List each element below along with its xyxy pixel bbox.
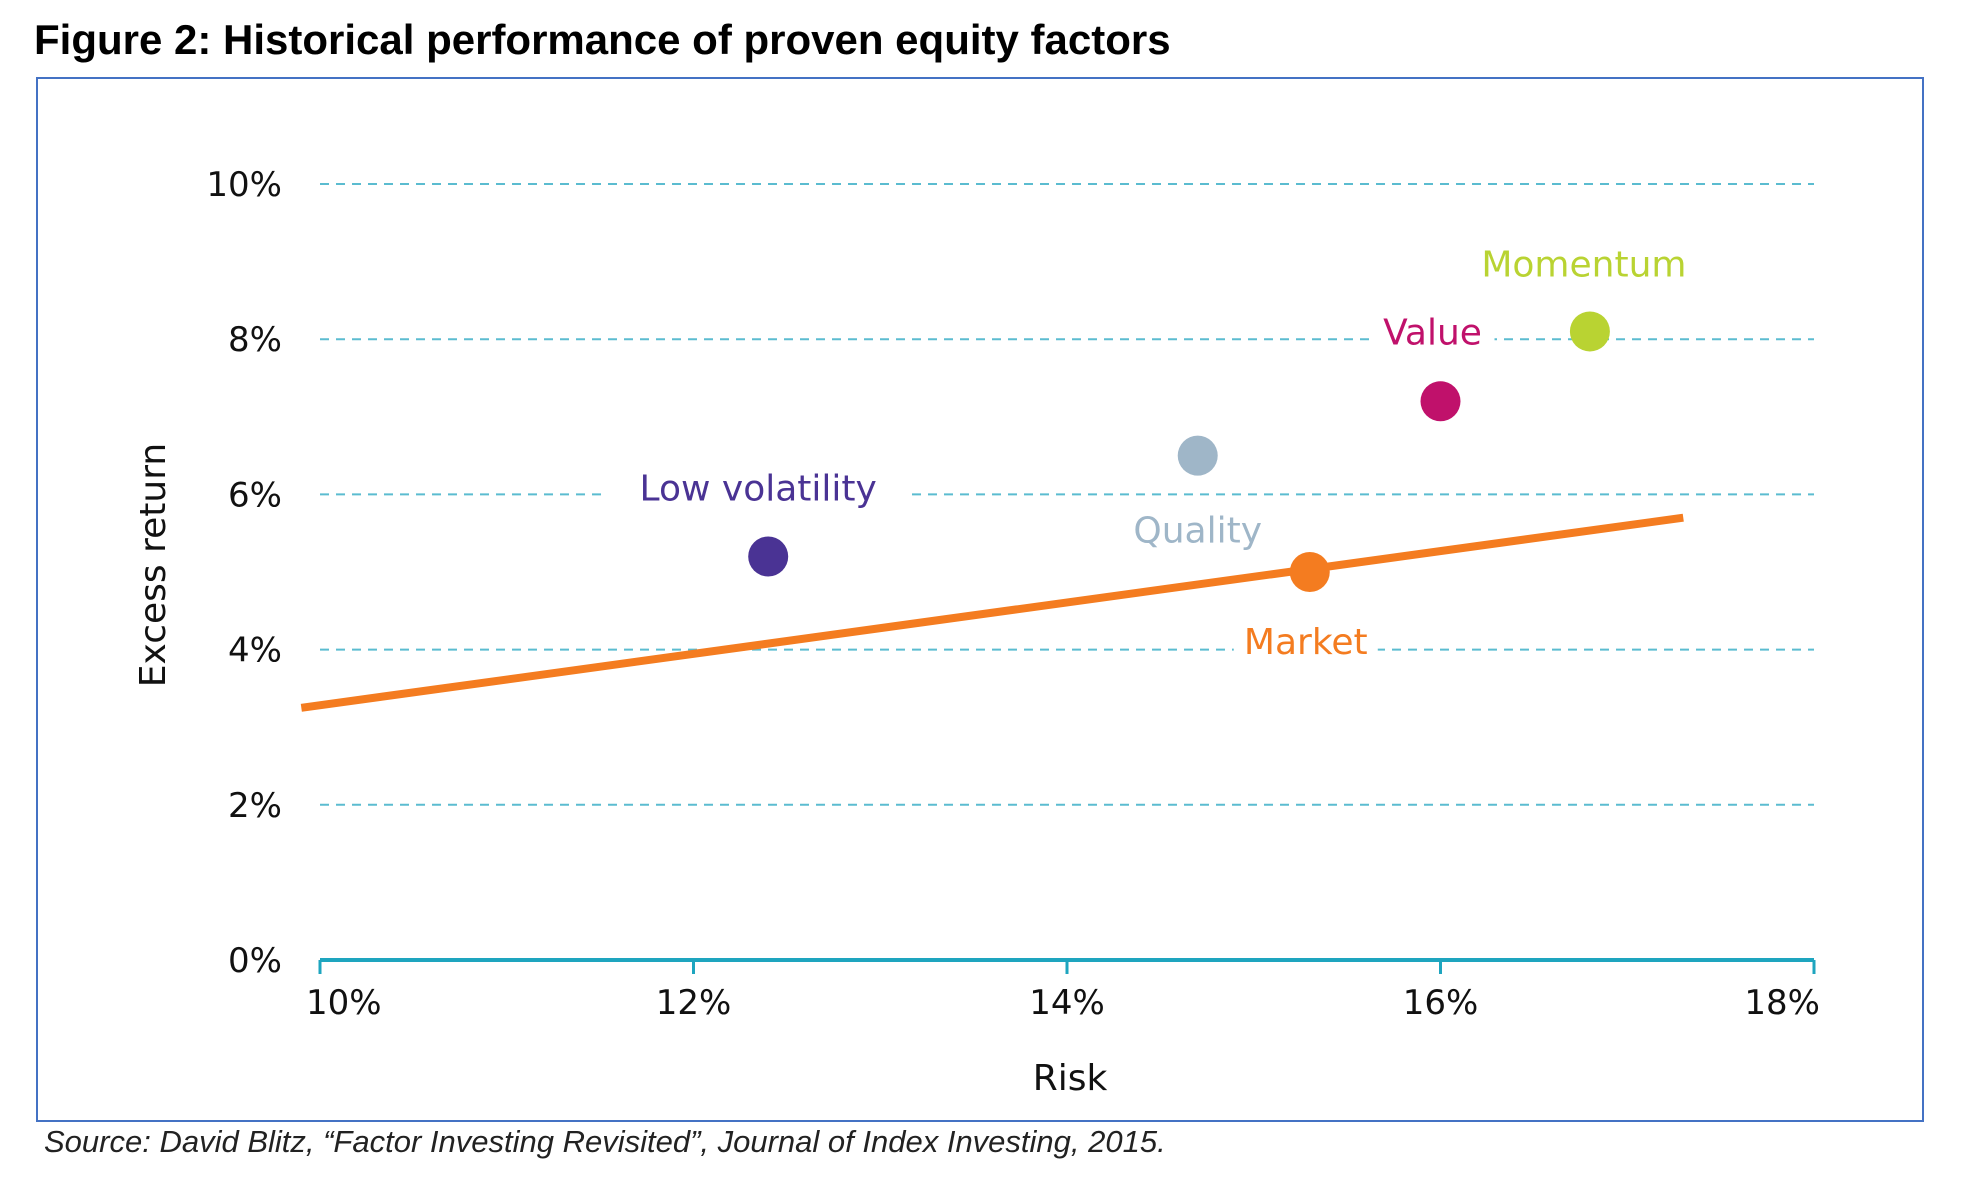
point-market — [1289, 552, 1330, 592]
chart-frame — [36, 77, 1924, 1122]
point-momentum — [1569, 311, 1610, 352]
y-axis-title: Excess return — [133, 443, 174, 687]
source-note: Source: David Blitz, “Factor Investing R… — [44, 1124, 1166, 1159]
y-tick-label: 6% — [228, 475, 282, 515]
x-tick-label: 16% — [1403, 983, 1479, 1023]
label-background — [1233, 622, 1378, 666]
y-tick-label: 0% — [228, 941, 282, 981]
y-tick-label: 8% — [228, 320, 282, 360]
point-value — [1420, 381, 1461, 422]
point-label-value: Value — [1383, 312, 1482, 353]
x-axis-ticks: 10% 12% 14% 16% 18% — [306, 983, 1820, 1023]
point-label-market: Market — [1244, 622, 1368, 663]
gridlines — [320, 183, 1814, 806]
point-low-volatility — [748, 536, 789, 577]
y-tick-label: 4% — [228, 631, 282, 671]
point-label-quality: Quality — [1133, 511, 1262, 552]
x-tick-label: 12% — [656, 983, 732, 1023]
y-tick-label: 10% — [206, 165, 282, 205]
point-label-momentum: Momentum — [1481, 244, 1686, 285]
point-quality — [1177, 435, 1218, 476]
x-tick-label: 14% — [1029, 983, 1105, 1023]
label-background — [606, 468, 911, 513]
point-label-low-volatility: Low volatility — [640, 468, 877, 509]
x-axis — [318, 958, 1816, 974]
figure-title: Figure 2: Historical performance of prov… — [34, 16, 1171, 63]
market-line — [300, 513, 1684, 712]
y-axis-ticks: 0% 2% 4% 6% 8% 10% — [206, 165, 282, 981]
data-points: Low volatility Quality Market Value Momentum — [606, 244, 1686, 666]
y-tick-label: 2% — [228, 786, 282, 826]
x-tick-label: 10% — [306, 983, 382, 1023]
market-line-group — [300, 513, 1684, 712]
x-axis-title: Risk — [1033, 1058, 1108, 1099]
label-background — [1370, 312, 1495, 357]
x-tick-label: 18% — [1744, 983, 1820, 1023]
